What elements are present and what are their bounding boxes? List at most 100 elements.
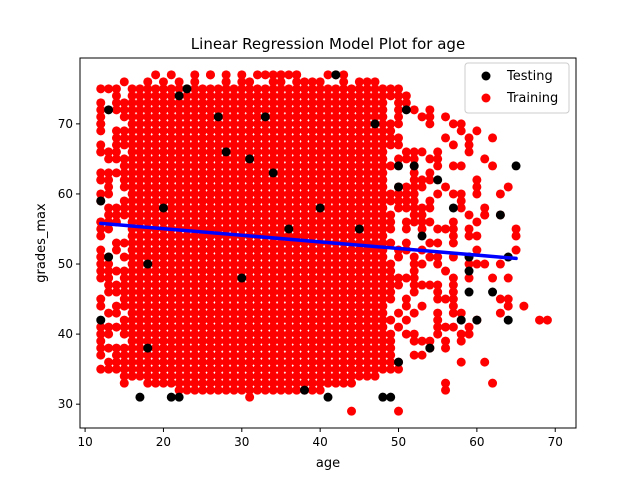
testing-point bbox=[394, 161, 403, 170]
training-point bbox=[112, 344, 121, 353]
training-point bbox=[190, 70, 199, 79]
x-axis: 10 20 30 40 50 60 70 bbox=[77, 428, 562, 449]
training-point bbox=[120, 379, 129, 388]
testing-point bbox=[175, 393, 184, 402]
testing-point bbox=[143, 260, 152, 269]
training-point bbox=[120, 196, 129, 205]
training-point bbox=[488, 274, 497, 283]
training-point bbox=[425, 168, 434, 177]
testing-point bbox=[104, 105, 113, 114]
training-point bbox=[441, 323, 450, 332]
training-point bbox=[206, 70, 215, 79]
x-tick-label: 70 bbox=[548, 435, 563, 449]
training-point bbox=[120, 98, 129, 107]
training-point bbox=[300, 77, 309, 86]
training-point bbox=[402, 330, 411, 339]
training-point bbox=[433, 189, 442, 198]
training-point bbox=[512, 246, 521, 255]
x-tick-label: 10 bbox=[77, 435, 92, 449]
training-point bbox=[465, 210, 474, 219]
training-point bbox=[425, 281, 434, 290]
training-point bbox=[457, 330, 466, 339]
training-point bbox=[112, 302, 121, 311]
training-point bbox=[120, 77, 129, 86]
training-point bbox=[104, 323, 113, 332]
training-point bbox=[104, 203, 113, 212]
training-point bbox=[128, 84, 137, 93]
testing-point bbox=[472, 316, 481, 325]
training-point bbox=[229, 84, 238, 93]
training-point bbox=[112, 239, 121, 248]
training-point bbox=[472, 231, 481, 240]
training-point bbox=[402, 217, 411, 226]
training-point bbox=[425, 154, 434, 163]
training-point bbox=[324, 84, 333, 93]
training-point bbox=[457, 161, 466, 170]
training-point bbox=[96, 295, 105, 304]
training-point bbox=[386, 189, 395, 198]
training-point bbox=[402, 295, 411, 304]
training-point bbox=[465, 323, 474, 332]
testing-point bbox=[418, 231, 427, 240]
training-point bbox=[425, 105, 434, 114]
training-point bbox=[425, 196, 434, 205]
y-tick-label: 50 bbox=[58, 257, 73, 271]
training-point bbox=[496, 309, 505, 318]
testing-point bbox=[496, 210, 505, 219]
training-point bbox=[96, 175, 105, 184]
training-point bbox=[104, 309, 113, 318]
testing-point bbox=[465, 267, 474, 276]
training-point bbox=[386, 260, 395, 269]
training-point bbox=[504, 274, 513, 283]
training-point bbox=[120, 267, 129, 276]
legend-training-marker bbox=[482, 94, 491, 103]
training-point bbox=[394, 407, 403, 416]
y-axis-label: grades_max bbox=[34, 203, 49, 283]
testing-point bbox=[425, 344, 434, 353]
training-point bbox=[151, 84, 160, 93]
testing-point bbox=[96, 196, 105, 205]
training-point bbox=[488, 379, 497, 388]
training-point bbox=[449, 323, 458, 332]
testing-point bbox=[449, 203, 458, 212]
training-point bbox=[112, 323, 121, 332]
testing-point bbox=[214, 112, 223, 121]
testing-point bbox=[371, 119, 380, 128]
x-tick-label: 60 bbox=[469, 435, 484, 449]
testing-point bbox=[378, 393, 387, 402]
training-point bbox=[402, 239, 411, 248]
x-tick-label: 40 bbox=[313, 435, 328, 449]
training-point bbox=[410, 147, 419, 156]
testing-point bbox=[143, 344, 152, 353]
testing-point bbox=[512, 161, 521, 170]
training-point bbox=[120, 344, 129, 353]
testing-point bbox=[386, 393, 395, 402]
training-point bbox=[112, 126, 121, 135]
training-point bbox=[104, 84, 113, 93]
testing-point bbox=[433, 175, 442, 184]
training-point bbox=[480, 260, 489, 269]
training-point bbox=[433, 281, 442, 290]
training-point bbox=[433, 147, 442, 156]
y-tick-label: 30 bbox=[58, 397, 73, 411]
legend-testing-label: Testing bbox=[506, 69, 553, 84]
training-point bbox=[441, 337, 450, 346]
training-point bbox=[418, 337, 427, 346]
training-point bbox=[496, 295, 505, 304]
training-point bbox=[159, 77, 168, 86]
testing-point bbox=[167, 393, 176, 402]
y-axis: 3040506070 bbox=[58, 117, 80, 411]
training-point bbox=[425, 253, 434, 262]
training-point bbox=[457, 119, 466, 128]
training-point bbox=[472, 260, 481, 269]
training-point bbox=[104, 147, 113, 156]
testing-point bbox=[394, 182, 403, 191]
training-point bbox=[112, 84, 121, 93]
training-point bbox=[543, 316, 552, 325]
x-axis-label: age bbox=[316, 456, 340, 471]
training-point bbox=[425, 239, 434, 248]
training-point bbox=[449, 217, 458, 226]
y-tick-label: 70 bbox=[58, 117, 73, 131]
training-point bbox=[488, 161, 497, 170]
training-point bbox=[418, 203, 427, 212]
